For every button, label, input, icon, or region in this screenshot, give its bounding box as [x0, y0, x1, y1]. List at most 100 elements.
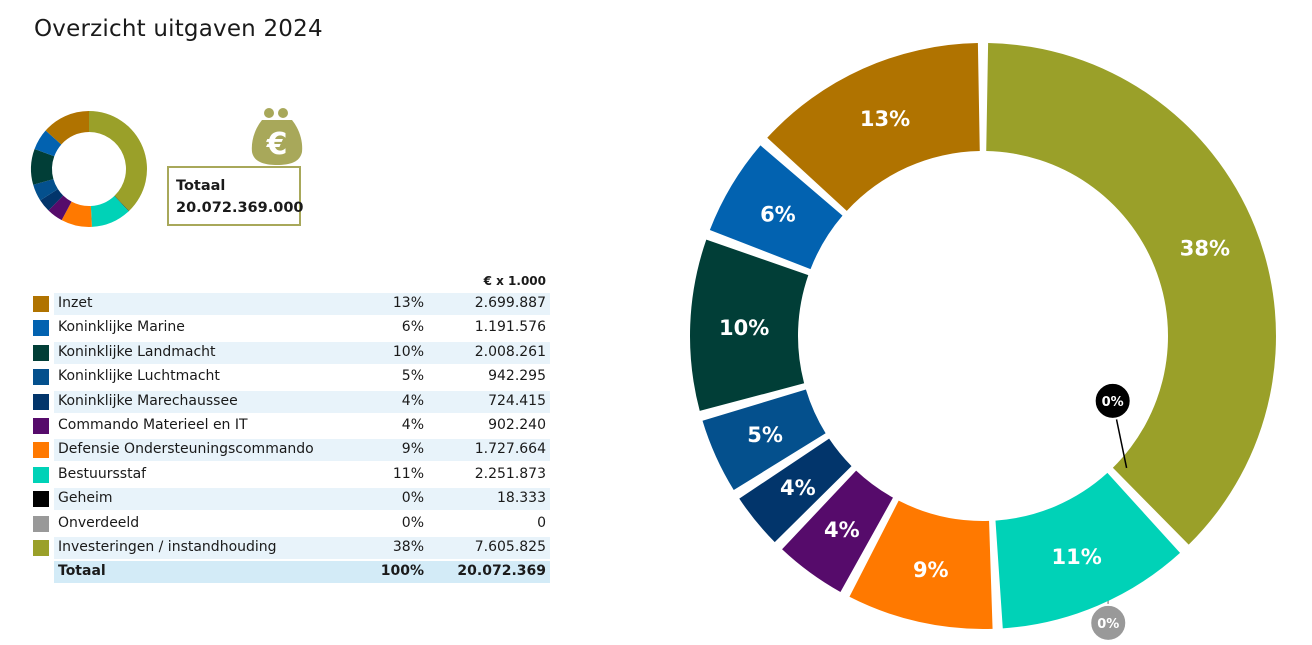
row-percent: 11%: [392, 465, 424, 482]
row-label: Commando Materieel en IT: [58, 416, 248, 433]
row-amount: 942.295: [488, 368, 546, 385]
table-row: Onverdeeld 0% 0: [32, 512, 552, 536]
unit-header: € x 1.000: [483, 274, 546, 288]
table-row: Koninklijke Luchtmacht 5% 942.295: [32, 365, 552, 389]
slice-label: 13%: [860, 107, 910, 131]
legend-swatch: [33, 491, 49, 508]
row-band: [54, 488, 550, 511]
total-box-value: 20.072.369.000: [176, 200, 304, 216]
donut-slice: [995, 472, 1181, 629]
table-row: Koninklijke Marechaussee 4% 724.415: [32, 390, 552, 414]
slice-label: 5%: [747, 423, 783, 447]
row-amount: 724.415: [488, 392, 546, 409]
row-amount: 2.008.261: [474, 343, 546, 360]
table-row: Geheim 0% 18.333: [32, 487, 552, 511]
money-purse-icon: €: [251, 108, 303, 165]
row-amount: 0: [537, 514, 546, 531]
table-rows: Inzet 13% 2.699.887 Koninklijke Marine 6% 1.1…: [32, 292, 552, 585]
callout-label: 0%: [1102, 395, 1124, 410]
row-percent: 4%: [401, 416, 424, 433]
legend-swatch: [33, 539, 49, 556]
donut-slice: [986, 43, 1276, 545]
mini-slice: [89, 111, 147, 212]
slice-label: 38%: [1180, 236, 1230, 260]
mini-slice: [30, 148, 55, 185]
mini-slice: [33, 179, 58, 201]
row-amount: 1.727.664: [474, 441, 546, 458]
row-band: [54, 536, 550, 559]
slice-label: 11%: [1052, 545, 1102, 569]
table-row: Inzet 13% 2.699.887: [32, 292, 552, 316]
row-band: [54, 439, 550, 462]
callout-label: 0%: [1097, 617, 1119, 632]
row-label: Koninklijke Landmacht: [58, 343, 216, 360]
total-amount: 20.072.369: [457, 563, 546, 580]
row-band: [54, 561, 550, 584]
row-label: Investeringen / instandhouding: [58, 538, 277, 555]
table-row: Investeringen / instandhouding 38% 7.605.8…: [32, 536, 552, 560]
callout-bubble: [1089, 603, 1128, 642]
slice-label: 10%: [719, 316, 769, 340]
row-label: Koninklijke Luchtmacht: [58, 368, 220, 385]
donut-slice: [702, 389, 826, 491]
row-percent: 13%: [392, 295, 424, 311]
row-amount: 2.699.887: [474, 295, 546, 311]
legend-swatch: [33, 344, 49, 361]
euro-sign: €: [266, 127, 288, 162]
mini-slice: [61, 201, 92, 227]
donut-slice: [782, 470, 893, 592]
donut-slice: [767, 43, 980, 211]
mini-slice: [40, 188, 64, 211]
legend-swatch: [33, 393, 49, 410]
row-amount: 902.240: [488, 416, 546, 433]
row-label: Defensie Ondersteuningscommando: [58, 441, 314, 458]
donut-slice: [739, 438, 852, 543]
legend-swatch: [33, 515, 49, 532]
row-amount: 1.191.576: [474, 319, 546, 336]
row-percent: 6%: [401, 319, 424, 336]
mini-slice: [34, 130, 62, 157]
total-percent: 100%: [380, 563, 424, 580]
total-box: Totaal 20.072.369.000: [167, 166, 304, 226]
row-label: Bestuursstaf: [58, 465, 147, 482]
total-box-label: Totaal: [176, 178, 226, 194]
row-label: Onverdeeld: [58, 514, 140, 531]
row-amount: 7.605.825: [474, 538, 546, 555]
row-label: Koninklijke Marechaussee: [58, 392, 238, 409]
table-row: Koninklijke Landmacht 10% 2.008.261: [32, 341, 552, 365]
slice-label: 6%: [760, 202, 796, 226]
legend-swatch: [33, 417, 49, 434]
page-title: Overzicht uitgaven 2024: [34, 16, 323, 42]
mini-donut-chart: [30, 111, 147, 227]
row-label: Koninklijke Marine: [58, 319, 185, 336]
callout-bubble: [1093, 381, 1132, 420]
mini-slice: [114, 195, 129, 212]
row-label: Geheim: [58, 490, 113, 507]
row-percent: 10%: [392, 343, 424, 360]
row-percent: 0%: [401, 514, 424, 531]
row-percent: 4%: [401, 392, 424, 409]
row-band: [54, 341, 550, 364]
mini-slice: [45, 111, 89, 145]
row-band: [54, 293, 550, 315]
row-percent: 9%: [401, 441, 424, 458]
mini-slice: [90, 195, 129, 227]
legend-swatch: [33, 369, 49, 386]
mini-slice: [48, 195, 72, 221]
total-label: Totaal: [58, 563, 106, 580]
slice-label: 4%: [824, 518, 860, 542]
row-amount: 2.251.873: [474, 465, 546, 482]
row-percent: 38%: [392, 538, 424, 555]
donut-slice: [690, 239, 809, 411]
table-row: Bestuursstaf 11% 2.251.873: [32, 463, 552, 487]
row-label: Inzet: [58, 295, 93, 311]
slice-label: 9%: [913, 558, 949, 582]
table-total-row: Totaal 100% 20.072.369: [32, 560, 552, 584]
row-percent: 5%: [401, 368, 424, 385]
donut-slice: [849, 500, 993, 630]
table-row: Defensie Ondersteuningscommando 9% 1.727.6…: [32, 438, 552, 462]
donut-slice: [709, 145, 843, 270]
slice-label: 4%: [780, 476, 816, 500]
row-percent: 0%: [401, 490, 424, 507]
